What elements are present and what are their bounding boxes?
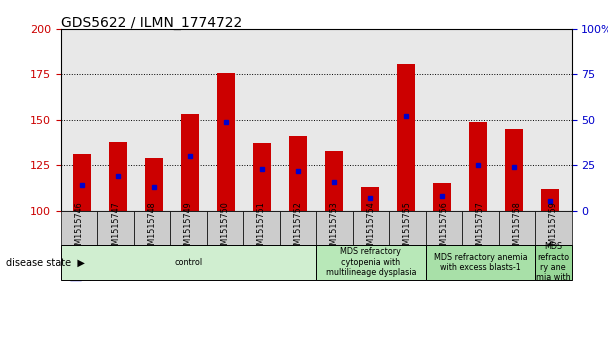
Text: GSM1515750: GSM1515750 <box>221 201 229 255</box>
Text: MDS
refracto
ry ane
mia with: MDS refracto ry ane mia with <box>536 242 570 282</box>
Bar <box>325 151 343 211</box>
Text: GSM1515748: GSM1515748 <box>148 201 156 254</box>
Text: GSM1515759: GSM1515759 <box>549 201 558 255</box>
Bar <box>289 136 307 211</box>
Text: GSM1515755: GSM1515755 <box>403 201 412 255</box>
Text: GSM1515752: GSM1515752 <box>294 201 302 255</box>
Bar <box>505 129 523 211</box>
Text: GSM1515747: GSM1515747 <box>111 201 120 255</box>
Bar <box>469 122 487 211</box>
Text: GSM1515746: GSM1515746 <box>75 201 83 254</box>
Bar <box>181 114 199 211</box>
Text: GSM1515749: GSM1515749 <box>184 201 193 255</box>
Bar <box>145 158 164 211</box>
Text: GSM1515757: GSM1515757 <box>476 201 485 255</box>
Bar <box>433 183 451 211</box>
Text: GSM1515756: GSM1515756 <box>440 201 448 255</box>
Bar <box>74 154 91 211</box>
Text: disease state  ▶: disease state ▶ <box>6 257 85 267</box>
Bar <box>361 187 379 211</box>
Bar <box>217 73 235 211</box>
Text: GSM1515751: GSM1515751 <box>257 201 266 255</box>
Text: MDS refractory
cytopenia with
multilineage dysplasia: MDS refractory cytopenia with multilinea… <box>326 247 416 277</box>
Bar <box>253 143 271 211</box>
Bar <box>397 64 415 211</box>
Bar <box>109 142 127 211</box>
Text: MDS refractory anemia
with excess blasts-1: MDS refractory anemia with excess blasts… <box>434 253 527 272</box>
Legend: count, percentile rank within the sample: count, percentile rank within the sample <box>66 254 269 285</box>
Text: control: control <box>174 258 202 267</box>
Text: GSM1515753: GSM1515753 <box>330 201 339 255</box>
Text: GSM1515758: GSM1515758 <box>513 201 521 255</box>
Text: GDS5622 / ILMN_1774722: GDS5622 / ILMN_1774722 <box>61 16 242 30</box>
Text: GSM1515754: GSM1515754 <box>367 201 375 255</box>
Bar <box>541 189 559 211</box>
